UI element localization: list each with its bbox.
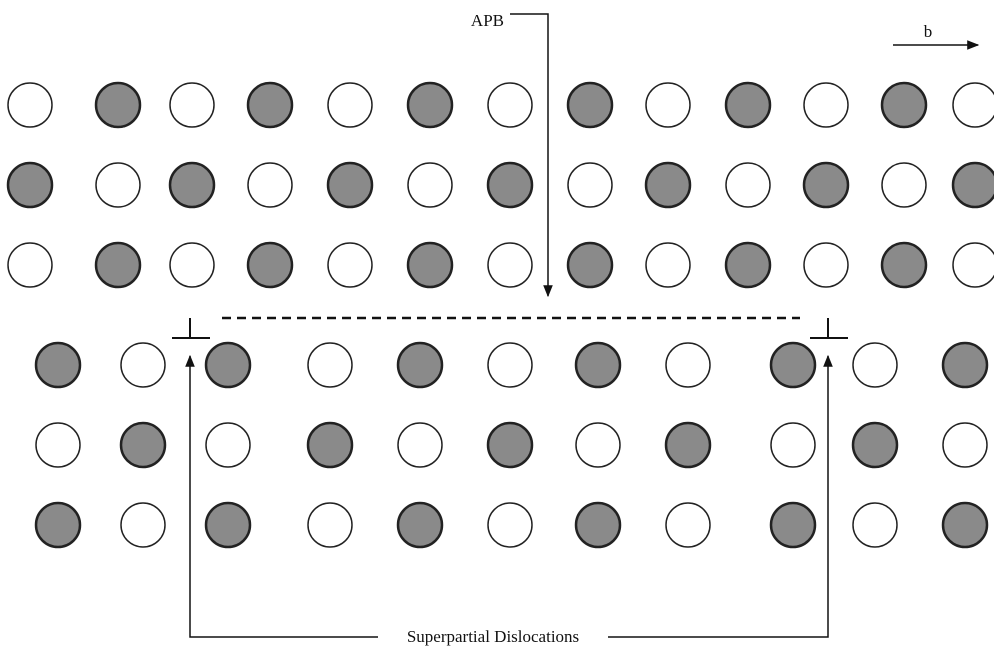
atom-ordered (168, 161, 216, 209)
dislocation-symbols (172, 318, 848, 339)
atom-plain (247, 162, 293, 208)
atom-ordered (724, 81, 772, 129)
atom-ordered (406, 241, 454, 289)
atom-plain (7, 82, 53, 128)
atom-ordered (566, 81, 614, 129)
atom-plain (120, 342, 166, 388)
atom-plain (952, 82, 994, 128)
atom-plain (665, 342, 711, 388)
atom-plain (487, 82, 533, 128)
atom-ordered (34, 501, 82, 549)
atom-plain (35, 422, 81, 468)
atom-plain (327, 82, 373, 128)
atom-ordered (951, 161, 994, 209)
atom-plain (725, 162, 771, 208)
atom-ordered (941, 501, 989, 549)
atom-ordered (644, 161, 692, 209)
atom-ordered (94, 81, 142, 129)
atom-plain (95, 162, 141, 208)
atom-plain (307, 502, 353, 548)
arrows (185, 13, 980, 638)
atom-ordered (246, 81, 294, 129)
atom-ordered (941, 341, 989, 389)
atom-ordered (6, 161, 54, 209)
atom-plain (397, 422, 443, 468)
atom-plain (567, 162, 613, 208)
atom-plain (487, 502, 533, 548)
atom-ordered (880, 81, 928, 129)
atom-ordered (204, 501, 252, 549)
atom-plain (120, 502, 166, 548)
apb-label: APB (471, 11, 504, 30)
atom-plain (881, 162, 927, 208)
atom-ordered (769, 501, 817, 549)
atom-plain (169, 82, 215, 128)
atom-ordered (574, 341, 622, 389)
atom-plain (803, 82, 849, 128)
atom-plain (487, 242, 533, 288)
atom-ordered (851, 421, 899, 469)
atom-ordered (769, 341, 817, 389)
atom-plain (645, 242, 691, 288)
burgers-label: b (924, 22, 933, 41)
atom-plain (327, 242, 373, 288)
atom-plain (803, 242, 849, 288)
atom-plain (205, 422, 251, 468)
atom-plain (942, 422, 988, 468)
atom-ordered (724, 241, 772, 289)
atom-ordered (119, 421, 167, 469)
atom-ordered (306, 421, 354, 469)
atom-plain (770, 422, 816, 468)
atom-ordered (396, 341, 444, 389)
atom-ordered (664, 421, 712, 469)
atom-plain (307, 342, 353, 388)
atom-plain (7, 242, 53, 288)
atom-ordered (34, 341, 82, 389)
atom-ordered (486, 421, 534, 469)
atom-plain (575, 422, 621, 468)
atom-ordered (802, 161, 850, 209)
atom-plain (487, 342, 533, 388)
atom-plain (169, 242, 215, 288)
atom-lattice (6, 81, 994, 549)
dislocation-label: Superpartial Dislocations (407, 627, 579, 646)
atom-ordered (574, 501, 622, 549)
atom-plain (665, 502, 711, 548)
atom-plain (952, 242, 994, 288)
atom-ordered (880, 241, 928, 289)
atom-ordered (566, 241, 614, 289)
atom-ordered (486, 161, 534, 209)
atom-ordered (246, 241, 294, 289)
atom-ordered (396, 501, 444, 549)
atom-ordered (326, 161, 374, 209)
atom-plain (407, 162, 453, 208)
atom-ordered (94, 241, 142, 289)
atom-plain (852, 342, 898, 388)
atom-plain (645, 82, 691, 128)
atom-plain (852, 502, 898, 548)
atom-ordered (406, 81, 454, 129)
atom-ordered (204, 341, 252, 389)
